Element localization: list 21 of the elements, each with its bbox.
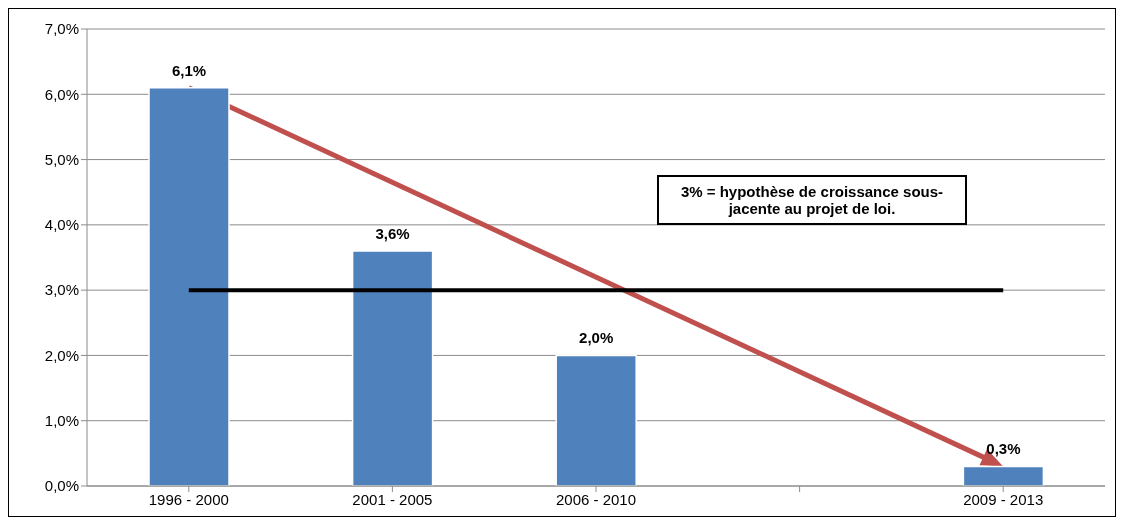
x-tick-label: 2009 - 2013 [963,490,1044,508]
data-label: 0,3% [986,440,1021,458]
y-tick-label: 5,0% [44,150,79,168]
y-tick-label: 3,0% [44,281,79,299]
x-tick-label: 2001 - 2005 [352,490,433,508]
y-tick-label: 4,0% [44,216,79,234]
y-tick-label: 0,0% [44,477,79,495]
bar [555,354,637,486]
annotation: 3% = hypothèse de croissance sous-jacente au projet de loi. [657,175,967,225]
data-label: 3,6% [375,224,410,242]
bar [351,250,434,486]
bar [962,465,1045,486]
y-tick-label: 1,0% [44,412,79,430]
y-tick-label: 2,0% [44,346,79,364]
bar [148,87,230,486]
x-tick-label: 1996 - 2000 [148,490,229,508]
y-tick-label: 7,0% [44,20,79,38]
data-label: 6,1% [171,61,207,79]
data-label: 2,0% [579,329,614,347]
y-tick-label: 6,0% [44,85,79,103]
x-tick-label: 2006 - 2010 [555,490,637,508]
